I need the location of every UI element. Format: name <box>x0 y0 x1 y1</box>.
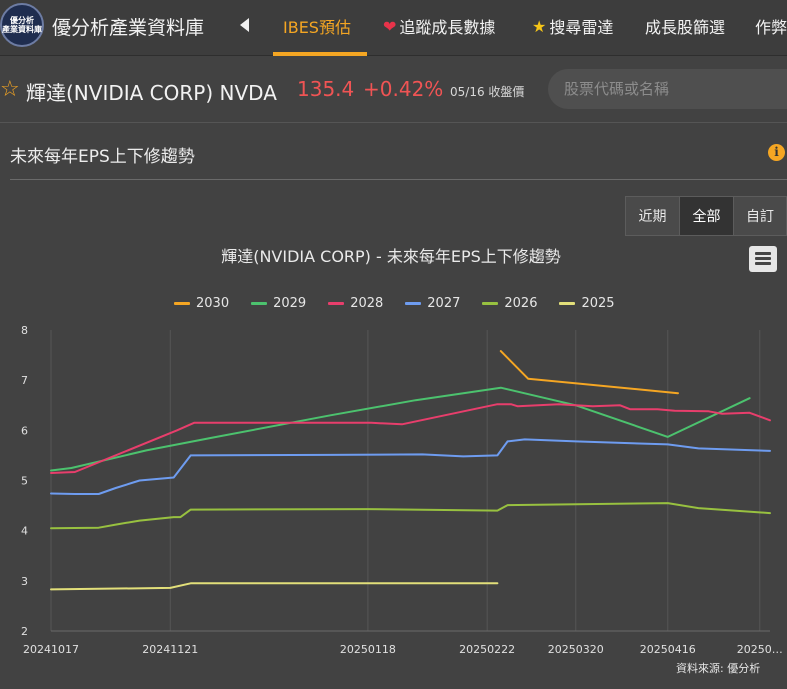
legend-swatch <box>482 302 499 305</box>
star-icon: ★ <box>532 16 547 36</box>
stock-search-input[interactable] <box>548 69 787 109</box>
nav-item-label: 作弊 <box>755 18 787 37</box>
eps-trend-chart: 20241017 20241121 20250118 20250222 20250320… <box>21 324 783 656</box>
range-button-custom[interactable]: 自訂 <box>734 197 786 235</box>
logo-text-line2: 產業資料庫 <box>2 25 42 34</box>
data-source-note: 資料來源: 優分析 <box>676 662 761 675</box>
legend-label: 2026 <box>504 296 538 311</box>
series-line-2026 <box>50 502 771 530</box>
y-tick-label: 4 <box>21 525 28 538</box>
legend-item-2027[interactable]: 2027 <box>405 296 460 311</box>
nav-item-growth-tracking[interactable]: ❤ 追蹤成長數據 <box>383 14 495 38</box>
legend-swatch <box>559 302 576 305</box>
series-line-2027 <box>50 438 771 495</box>
chart-menu-icon[interactable] <box>749 246 777 272</box>
nav-item-label: IBES預估 <box>283 18 351 37</box>
range-selector: 近期 全部 自訂 <box>625 196 787 236</box>
legend-label: 2028 <box>350 296 384 311</box>
x-tick-label: 20250… <box>737 643 783 656</box>
x-tick-label: 20241017 <box>23 643 79 656</box>
brand-name[interactable]: 優分析產業資料庫 <box>52 17 205 39</box>
legend-swatch <box>328 302 345 305</box>
nav-item-label: 成長股篩選 <box>645 18 726 37</box>
favorite-star-icon[interactable]: ☆ <box>0 77 20 102</box>
nav-item-ibes-forecast[interactable]: IBES預估 <box>283 14 351 38</box>
brand-logo[interactable]: 優分析 產業資料庫 <box>0 3 44 47</box>
legend-label: 2030 <box>196 296 230 311</box>
chart-legend: 2030 2029 2028 2027 2026 2025 <box>174 296 615 311</box>
y-tick-label: 7 <box>21 374 28 387</box>
series-line-2025 <box>50 582 499 591</box>
legend-item-2025[interactable]: 2025 <box>559 296 615 311</box>
stock-name: 輝達(NVIDIA CORP) NVDA <box>26 81 277 105</box>
top-navigation-bar: 優分析 產業資料庫 優分析產業資料庫 IBES預估 ❤ 追蹤成長數據 ★ 搜尋雷… <box>0 0 787 56</box>
stock-info-bar: ☆ 輝達(NVIDIA CORP) NVDA 135.4 +0.42% 05/1… <box>0 57 787 123</box>
y-tick-label: 8 <box>21 324 28 337</box>
logo-text-line1: 優分析 <box>10 16 34 25</box>
nav-scroll-left-icon[interactable] <box>240 18 249 32</box>
range-button-all[interactable]: 全部 <box>680 197 734 235</box>
price-date-note: 05/16 收盤價 <box>450 85 525 99</box>
info-icon[interactable]: i <box>768 144 785 161</box>
chart-title: 輝達(NVIDIA CORP) - 未來每年EPS上下修趨勢 <box>221 247 561 266</box>
x-tick-label: 20250416 <box>640 643 696 656</box>
section-title: 未來每年EPS上下修趨勢 <box>10 147 195 167</box>
legend-item-2030[interactable]: 2030 <box>174 296 229 311</box>
nav-item-search-radar[interactable]: ★ 搜尋雷達 <box>532 14 613 38</box>
stock-change-percent: +0.42% <box>363 77 444 101</box>
y-tick-label: 5 <box>21 475 28 488</box>
nav-item-label: 搜尋雷達 <box>549 18 614 37</box>
legend-item-2029[interactable]: 2029 <box>251 296 306 311</box>
range-button-recent[interactable]: 近期 <box>626 197 680 235</box>
section-divider <box>10 179 787 180</box>
x-tick-label: 20250320 <box>548 643 604 656</box>
legend-swatch <box>251 302 268 305</box>
heart-icon: ❤ <box>383 16 397 36</box>
x-tick-label: 20250222 <box>459 643 515 656</box>
legend-label: 2025 <box>581 296 615 311</box>
legend-swatch <box>174 302 190 305</box>
legend-swatch <box>405 302 422 305</box>
y-tick-label: 3 <box>21 575 28 588</box>
active-tab-indicator <box>273 52 367 56</box>
nav-item-label: 追蹤成長數據 <box>399 18 496 37</box>
stock-price: 135.4 <box>297 77 355 101</box>
nav-item-growth-screener[interactable]: 成長股篩選 <box>645 14 725 38</box>
nav-item-more[interactable]: 作弊 <box>755 14 787 38</box>
y-tick-label: 2 <box>21 625 28 638</box>
x-tick-label: 20250118 <box>340 643 396 656</box>
series-line-2028 <box>50 403 771 474</box>
legend-label: 2029 <box>273 296 307 311</box>
series-line-2030 <box>499 350 679 395</box>
series-line-2029 <box>50 386 751 472</box>
y-tick-label: 6 <box>21 424 28 437</box>
legend-item-2026[interactable]: 2026 <box>482 296 537 311</box>
x-tick-label: 20241121 <box>142 643 198 656</box>
legend-label: 2027 <box>427 296 461 311</box>
legend-item-2028[interactable]: 2028 <box>328 296 383 311</box>
